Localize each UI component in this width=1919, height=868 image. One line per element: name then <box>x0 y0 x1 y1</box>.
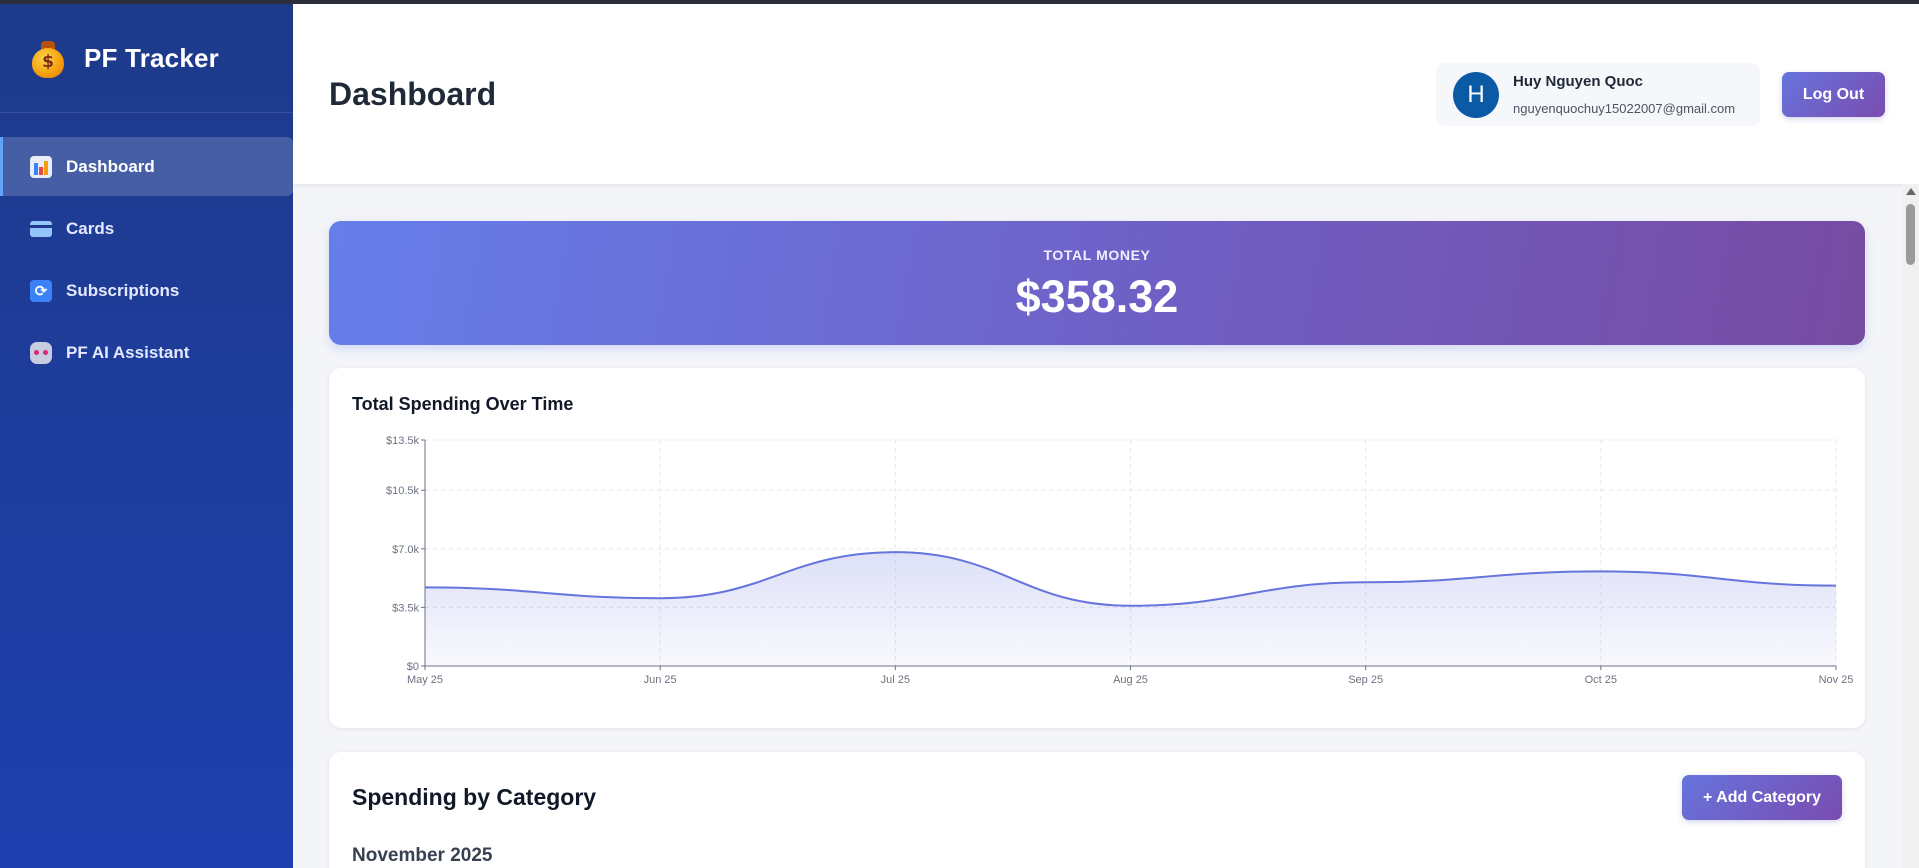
category-section-title: Spending by Category <box>352 784 597 810</box>
x-tick-label: Nov 25 <box>1819 674 1854 686</box>
sync-icon: ⟳ <box>30 279 52 302</box>
sidebar-item-subscriptions[interactable]: ⟳ Subscriptions <box>0 261 293 320</box>
total-money-label: TOTAL MONEY <box>1043 247 1151 263</box>
bar-chart-icon <box>30 155 52 178</box>
chart-title: Total Spending Over Time <box>352 394 574 414</box>
sidebar-item-label: Dashboard <box>66 156 155 176</box>
spending-line-chart: $0 $3.5k $7.0k $10.5k $13.5k May 25 Jun 25 Jul … <box>386 435 1854 686</box>
sidebar: $ PF Tracker Dashboard Cards ⟳ Subscript… <box>0 4 293 868</box>
scroll-thumb[interactable] <box>1906 204 1915 265</box>
sidebar-item-dashboard[interactable]: Dashboard <box>0 137 293 196</box>
app-title: PF Tracker <box>84 42 219 73</box>
x-tick-label: May 25 <box>407 674 443 686</box>
spending-series-line <box>424 551 1837 607</box>
page-scrollbar[interactable] <box>1902 184 1919 868</box>
credit-card-icon <box>30 220 52 237</box>
money-bag-icon: $ <box>30 38 66 78</box>
user-info: H Huy Nguyen Quoc nguyenquochuy15022007@… <box>1436 63 1760 126</box>
add-category-button[interactable]: + Add Category <box>1682 775 1842 820</box>
sidebar-item-pf-ai-assistant[interactable]: PF AI Assistant <box>0 323 293 382</box>
x-tick-label: Aug 25 <box>1113 674 1148 686</box>
category-month: November 2025 <box>352 845 493 866</box>
spending-chart-card: Total Spending Over Time $0 $3.5k $7.0k $10… <box>329 368 1865 728</box>
total-money-card: TOTAL MONEY $358.32 <box>329 221 1865 345</box>
y-tick-label: $10.5k <box>386 485 420 497</box>
y-tick-label: $0 <box>407 661 419 673</box>
brand[interactable]: $ PF Tracker <box>0 4 293 113</box>
x-tick-label: Oct 25 <box>1585 674 1617 686</box>
top-header: Dashboard H Huy Nguyen Quoc nguyenquochu… <box>293 4 1919 184</box>
window-top-edge <box>0 0 1919 4</box>
y-tick-label: $3.5k <box>392 602 419 614</box>
robot-icon <box>30 341 52 364</box>
sidebar-nav: Dashboard Cards ⟳ Subscriptions PF AI As… <box>0 113 293 382</box>
sidebar-item-label: PF AI Assistant <box>66 342 190 362</box>
scroll-up-arrow-icon[interactable] <box>1906 188 1916 195</box>
avatar: H <box>1453 72 1499 118</box>
spending-by-category-card: Spending by Category + Add Category Nove… <box>329 752 1865 868</box>
page-title: Dashboard <box>329 76 497 112</box>
x-tick-label: Jun 25 <box>644 674 677 686</box>
logout-button[interactable]: Log Out <box>1782 72 1885 117</box>
sidebar-item-label: Subscriptions <box>66 280 180 300</box>
sidebar-item-cards[interactable]: Cards <box>0 199 293 258</box>
x-tick-label: Sep 25 <box>1348 674 1383 686</box>
spending-area-fill <box>425 552 1836 666</box>
y-tick-label: $13.5k <box>386 435 420 447</box>
user-email: nguyenquochuy15022007@gmail.com <box>1513 101 1736 116</box>
x-tick-label: Jul 25 <box>881 674 910 686</box>
total-money-value: $358.32 <box>1015 271 1179 322</box>
y-tick-label: $7.0k <box>392 544 419 556</box>
sidebar-item-label: Cards <box>66 218 115 238</box>
user-name: Huy Nguyen Quoc <box>1513 73 1644 90</box>
